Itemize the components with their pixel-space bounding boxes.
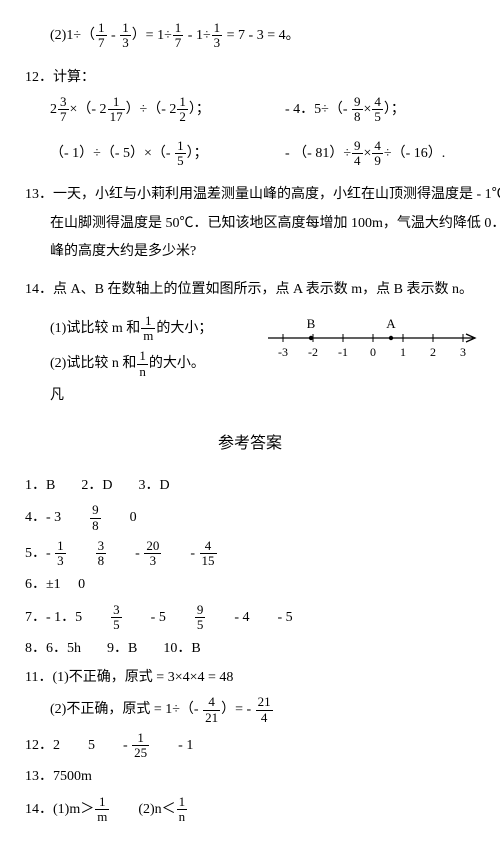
ans-11a: 11．(1)不正确，原式 = 3×4×4 = 48 [25,667,475,689]
svg-text:B: B [307,316,316,331]
q13-l3: 峰的高度大约是多少米? [50,241,475,263]
number-line: -3 -2 -1 0 1 2 3 B A [263,314,483,362]
svg-text:-1: -1 [338,345,348,359]
ans-6: 6．±1 0 [25,574,475,596]
ans-14: 14．(1)m＞1m(2)n＜1n [25,795,475,825]
q14-sub2: (2)试比较 n 和1n的大小。 [50,349,263,379]
q14-sub3: 凡 [50,385,263,407]
svg-text:-3: -3 [278,345,288,359]
answers-title: 参考答案 [25,431,475,457]
q13: 13．一天，小红与小莉利用温差测量山峰的高度，小红在山顶测得温度是 - 1℃，小… [25,184,475,206]
svg-text:3: 3 [460,345,466,359]
svg-text:0: 0 [370,345,376,359]
ans-1-3: 1．B2．D3．D [25,475,475,497]
ans-7: 7．- 1．535- 595- 4- 5 [25,603,475,633]
ans-12: 12．25- 125- 1 [25,731,475,761]
q12-row2: （- 1）÷（- 5）×（- 15）； - （- 81）÷94×49÷（- 16… [50,139,475,169]
svg-text:1: 1 [400,345,406,359]
ans-4: 4．- 3980 [25,503,475,533]
q12-row1: 237×（- 2117）÷（- 212）； - 4．5÷（- 98×45）； [50,95,475,125]
problem-11-sub2: (2)1÷（17 - 13）= 1÷17 - 1÷13 = 7 - 3 = 4。 [50,21,475,51]
ans-5: 5．- 1338- 203- 415 [25,539,475,569]
svg-text:A: A [386,316,396,331]
ans-11b: (2)不正确，原式 = 1÷（- 421）= - 214 [50,695,475,725]
svg-text:-2: -2 [308,345,318,359]
ans-13: 13．7500m [25,766,475,788]
q13-l2: 在山脚测得温度是 50℃．已知该地区高度每增加 100m，气温大约降低 0．8℃… [50,213,475,235]
svg-text:2: 2 [430,345,436,359]
q14-sub1: (1)试比较 m 和1m的大小； [50,314,263,344]
q12-label: 12．计算： [25,67,475,89]
q14: 14．点 A、B 在数轴上的位置如图所示，点 A 表示数 m，点 B 表示数 n… [25,279,475,301]
ans-8-10: 8．6．5h9．B10．B [25,638,475,660]
